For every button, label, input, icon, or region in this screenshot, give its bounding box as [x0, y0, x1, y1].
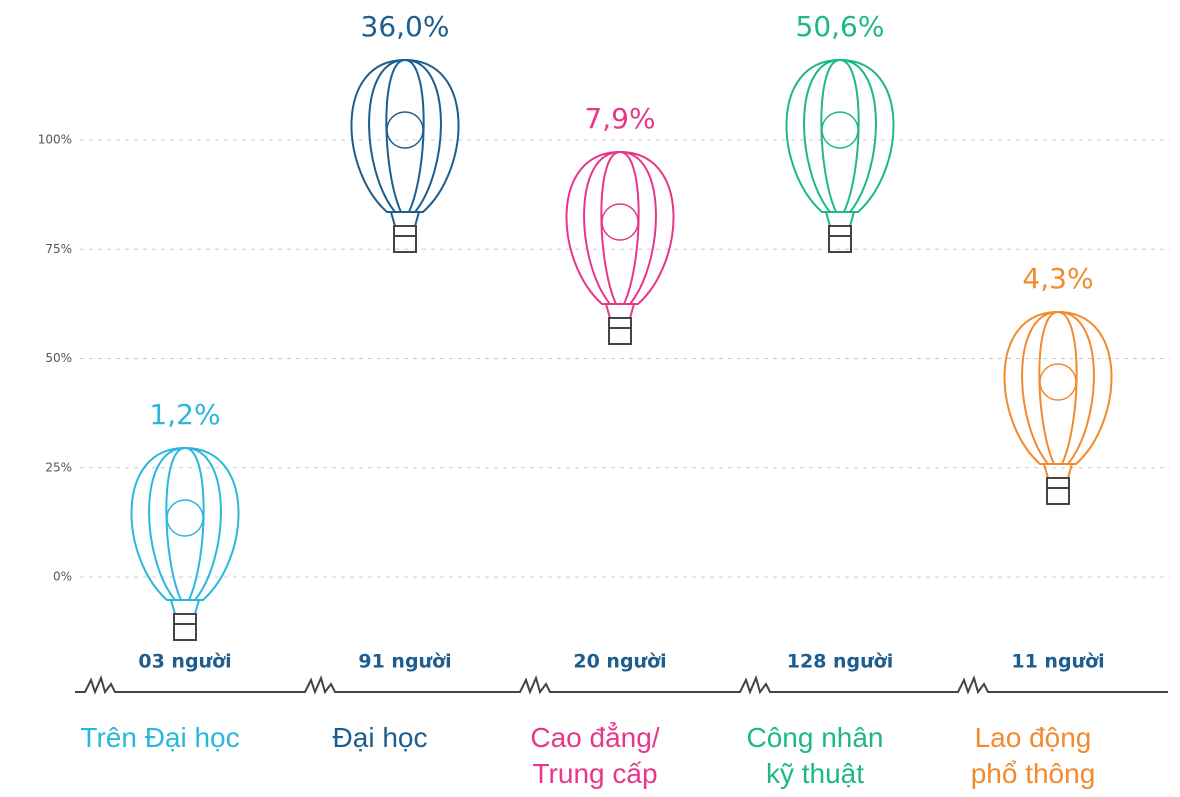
balloon-rope — [195, 600, 199, 614]
basket — [1047, 478, 1069, 504]
y-tick-label: 50% — [45, 351, 72, 365]
basket — [174, 614, 196, 640]
balloon-rope — [415, 212, 419, 226]
balloon-envelope — [584, 152, 656, 304]
balloon-envelope — [351, 60, 458, 212]
balloon-envelope — [149, 448, 221, 600]
balloon-rope — [1068, 464, 1072, 478]
balloon-envelope — [369, 60, 441, 212]
count-label: 03 người — [138, 651, 231, 673]
value-label: 50,6% — [796, 10, 885, 43]
balloon-envelope — [1039, 312, 1076, 464]
balloon-rope — [606, 304, 610, 318]
y-tick-label: 100% — [38, 133, 72, 147]
balloon-icon — [822, 112, 858, 148]
value-label: 4,3% — [1022, 262, 1093, 295]
y-tick-label: 0% — [53, 570, 72, 584]
value-label: 7,9% — [584, 102, 655, 135]
balloon-rope — [1044, 464, 1048, 478]
count-label: 128 người — [787, 651, 894, 673]
balloon-rope — [391, 212, 395, 226]
balloon-envelope — [131, 448, 238, 600]
count-label: 11 người — [1011, 651, 1104, 673]
balloon-envelope — [1022, 312, 1094, 464]
balloon-rope — [171, 600, 175, 614]
balloon — [1004, 312, 1111, 504]
balloon-rope — [850, 212, 854, 226]
balloon-envelope — [821, 60, 858, 212]
category-label: Trên Đại học — [50, 720, 270, 756]
balloon — [786, 60, 893, 252]
balloon-envelope — [1004, 312, 1111, 464]
balloon-icon — [387, 112, 423, 148]
value-label: 36,0% — [361, 10, 450, 43]
balloon-rope — [826, 212, 830, 226]
basket — [394, 226, 416, 252]
balloon-envelope — [566, 152, 673, 304]
balloon-icon — [1040, 364, 1076, 400]
balloon-rope — [630, 304, 634, 318]
balloon-icon — [167, 500, 203, 536]
category-label: Lao động phổ thông — [923, 720, 1143, 792]
chart: 0% 25% 50% 75% 100% 1,2% 03 người 36,0% 91 người… — [0, 0, 1180, 797]
infographic: 0% 25% 50% 75% 100% 1,2% 03 người 36,0% 91 người… — [0, 0, 1180, 797]
balloon-envelope — [804, 60, 876, 212]
y-tick-label: 75% — [45, 242, 72, 256]
ground-line — [75, 678, 1168, 692]
balloon — [131, 448, 238, 640]
category-label: Đại học — [270, 720, 490, 756]
category-label: Cao đẳng/ Trung cấp — [485, 720, 705, 792]
balloon — [351, 60, 458, 252]
balloon-icon — [602, 204, 638, 240]
balloon — [566, 152, 673, 344]
y-tick-label: 25% — [45, 460, 72, 474]
basket — [609, 318, 631, 344]
balloon-envelope — [786, 60, 893, 212]
balloon-envelope — [386, 60, 423, 212]
balloon-envelope — [601, 152, 638, 304]
category-label: Công nhân kỹ thuật — [705, 720, 925, 792]
value-label: 1,2% — [149, 398, 220, 431]
count-label: 20 người — [573, 651, 666, 673]
count-label: 91 người — [358, 651, 451, 673]
basket — [829, 226, 851, 252]
